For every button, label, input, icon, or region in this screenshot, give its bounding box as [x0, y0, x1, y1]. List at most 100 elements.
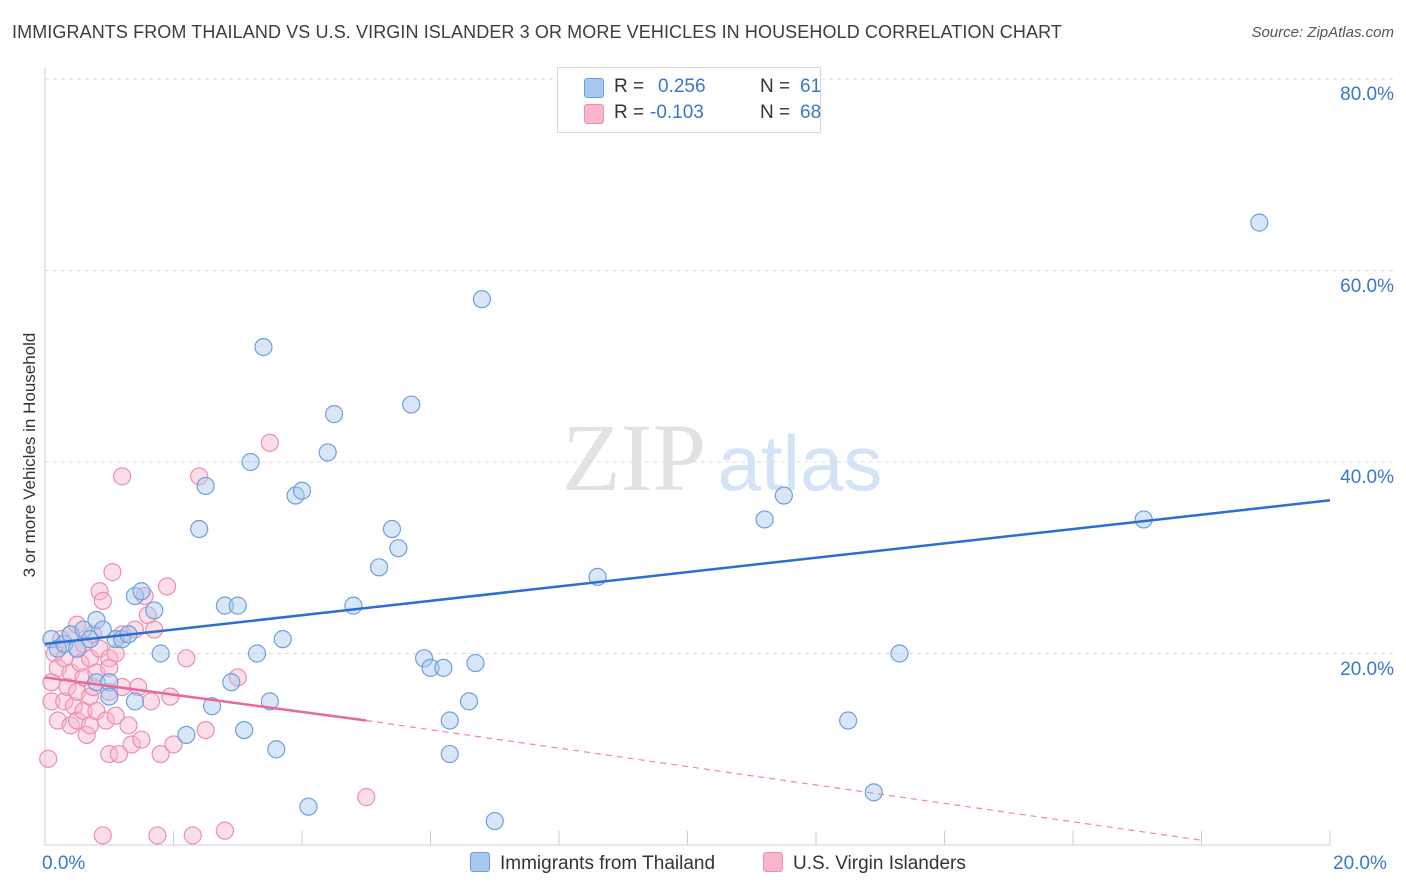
point-thailand	[755, 510, 774, 529]
point-thailand	[132, 582, 151, 601]
point-virgin-islanders	[145, 620, 164, 639]
x-tick-max: 20.0%	[1333, 853, 1387, 874]
point-virgin-islanders	[90, 582, 109, 601]
point-virgin-islanders	[87, 701, 106, 721]
point-thailand	[774, 486, 793, 505]
legend: R = 0.256 N = 61 R = -0.103 N = 68	[557, 67, 821, 133]
point-thailand	[389, 539, 408, 558]
point-thailand	[267, 740, 286, 759]
legend-r-value-virgin-islanders: -0.103	[650, 102, 704, 123]
bottom-legend-swatch-virgin-islanders	[763, 852, 783, 872]
point-virgin-islanders	[103, 563, 122, 582]
point-virgin-islanders	[148, 826, 167, 845]
point-virgin-islanders	[215, 821, 234, 840]
watermark: ZIP atlas	[562, 404, 882, 511]
point-thailand	[215, 596, 234, 615]
point-thailand	[839, 711, 858, 730]
point-thailand	[196, 476, 215, 496]
legend-r-value-thailand: 0.256	[658, 76, 706, 97]
gridlines	[45, 78, 1393, 654]
point-virgin-islanders	[100, 744, 119, 764]
point-virgin-islanders	[55, 692, 74, 711]
point-thailand	[151, 644, 170, 663]
point-thailand	[292, 481, 312, 500]
point-virgin-islanders	[77, 725, 96, 744]
point-thailand	[260, 692, 279, 711]
point-thailand	[273, 630, 292, 649]
point-thailand	[459, 692, 479, 711]
point-virgin-islanders	[183, 826, 202, 845]
point-virgin-islanders	[58, 677, 77, 697]
point-virgin-islanders	[196, 720, 215, 740]
point-thailand	[466, 653, 485, 673]
legend-swatch-thailand	[584, 78, 604, 98]
point-thailand	[434, 658, 453, 677]
point-thailand	[177, 725, 196, 744]
point-thailand	[890, 644, 909, 663]
legend-r-label: R =	[614, 76, 645, 97]
y-tick-label: 40.0%	[1340, 467, 1394, 488]
point-thailand	[100, 687, 119, 706]
point-virgin-islanders	[190, 467, 209, 486]
point-thailand	[1250, 213, 1269, 232]
point-thailand	[247, 644, 267, 663]
point-virgin-islanders	[122, 735, 141, 754]
y-tick-label: 60.0%	[1340, 275, 1394, 297]
point-virgin-islanders	[42, 692, 61, 711]
legend-r-label: R =	[614, 102, 645, 123]
legend-swatch-virgin-islanders	[584, 104, 604, 124]
point-thailand	[370, 558, 389, 577]
point-thailand	[864, 783, 883, 802]
point-virgin-islanders	[106, 706, 125, 725]
point-thailand	[421, 658, 440, 677]
point-virgin-islanders	[151, 744, 170, 764]
point-thailand	[402, 395, 421, 414]
legend-n-value-thailand: 61	[800, 76, 822, 97]
point-virgin-islanders	[164, 735, 183, 754]
source-label: Source: ZipAtlas.com	[1251, 24, 1394, 41]
point-thailand	[299, 797, 318, 816]
point-thailand	[202, 697, 222, 716]
point-virgin-islanders	[96, 711, 116, 730]
point-thailand	[382, 519, 402, 539]
legend-n-label: N =	[760, 76, 791, 97]
point-thailand	[74, 620, 93, 639]
point-virgin-islanders	[64, 697, 84, 716]
point-thailand	[414, 649, 434, 668]
bottom-legend-thailand: Immigrants from Thailand	[470, 852, 715, 875]
point-virgin-islanders	[112, 467, 132, 486]
point-virgin-islanders	[109, 744, 128, 764]
point-virgin-islanders	[119, 716, 138, 735]
point-thailand	[254, 338, 273, 357]
point-virgin-islanders	[71, 653, 90, 673]
point-virgin-islanders	[93, 591, 112, 610]
point-thailand	[145, 601, 164, 620]
bottom-legend-label-virgin-islanders: U.S. Virgin Islanders	[793, 853, 966, 874]
point-virgin-islanders	[157, 577, 177, 596]
watermark-atlas: atlas	[718, 419, 883, 507]
point-thailand	[472, 290, 491, 309]
axes	[44, 68, 1331, 846]
watermark-zip: ZIP	[562, 404, 706, 511]
point-virgin-islanders	[260, 433, 279, 452]
series-thailand-points	[42, 213, 1269, 831]
point-virgin-islanders	[141, 692, 161, 711]
point-thailand	[318, 443, 337, 462]
point-thailand	[344, 596, 363, 615]
trend-line-virgin-islanders	[44, 676, 367, 722]
point-thailand	[485, 811, 504, 831]
bottom-legend-virgin-islanders: U.S. Virgin Islanders	[763, 852, 966, 875]
point-virgin-islanders	[357, 788, 376, 807]
point-virgin-islanders	[100, 658, 119, 677]
point-thailand	[235, 720, 254, 740]
point-virgin-islanders	[177, 649, 196, 668]
legend-n-value-virgin-islanders: 68	[800, 102, 822, 123]
trend-line-virgin-islanders-extension	[366, 719, 1202, 841]
point-thailand	[125, 692, 145, 711]
y-tick-label: 20.0%	[1340, 658, 1394, 680]
point-thailand	[325, 405, 344, 424]
point-thailand	[222, 673, 241, 692]
x-tick-min: 0.0%	[42, 853, 86, 874]
chart-title: IMMIGRANTS FROM THAILAND VS U.S. VIRGIN …	[12, 22, 1062, 42]
